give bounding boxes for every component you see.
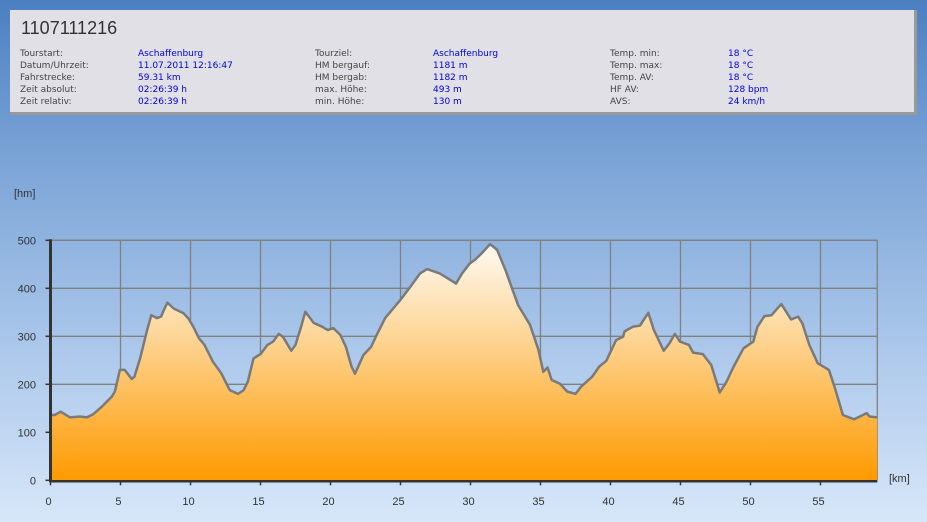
x-tick-label: 45 <box>672 496 684 508</box>
info-label: Tourstart: <box>20 49 63 59</box>
info-value: 128 bpm <box>728 85 769 95</box>
info-value: 02:26:39 h <box>138 97 187 107</box>
info-value: 18 °C <box>728 61 754 71</box>
info-value: 59.31 km <box>138 73 181 83</box>
info-label: Zeit absolut: <box>20 85 77 95</box>
x-tick-label: 35 <box>532 496 544 508</box>
x-tick-label: 10 <box>182 496 194 508</box>
tour-title: 1107111216 <box>21 18 118 38</box>
info-value: Aschaffenburg <box>433 49 499 59</box>
info-value: 02:26:39 h <box>138 85 187 95</box>
info-label: HM bergab: <box>315 73 368 83</box>
info-label: Tourziel: <box>315 49 353 59</box>
info-label: Temp. AV: <box>610 73 654 83</box>
x-tick-label: 55 <box>812 496 824 508</box>
info-value: 24 km/h <box>728 97 766 107</box>
elevation-area <box>50 244 878 481</box>
info-value: 1181 m <box>433 61 468 71</box>
info-label: max. Höhe: <box>315 85 367 95</box>
info-value: 493 m <box>433 85 462 95</box>
y-axis-label: [hm] <box>14 188 35 200</box>
info-label: Datum/Uhrzeit: <box>20 61 89 71</box>
info-value: Aschaffenburg <box>138 49 204 59</box>
info-value: 11.07.2011 12:16:47 <box>138 61 233 71</box>
elevation-line <box>50 242 878 421</box>
y-tick-label: 500 <box>18 235 36 247</box>
x-axis-label: [km] <box>889 473 910 485</box>
y-tick-label: 100 <box>18 427 36 439</box>
info-label: HM bergauf: <box>315 61 370 71</box>
x-tick-label: 20 <box>322 496 334 508</box>
info-value: 18 °C <box>728 49 754 59</box>
x-tick-label: 50 <box>742 496 754 508</box>
y-tick-label: 0 <box>30 475 36 487</box>
x-tick-label: 15 <box>252 496 264 508</box>
y-tick-label: 400 <box>18 283 36 295</box>
x-tick-label: 5 <box>115 496 121 508</box>
info-value: 1182 m <box>433 73 468 83</box>
y-tick-label: 300 <box>18 331 36 343</box>
x-tick-label: 30 <box>462 496 474 508</box>
info-label: Temp. max: <box>610 61 663 71</box>
y-tick-label: 200 <box>18 379 36 391</box>
x-tick-label: 25 <box>392 496 404 508</box>
info-label: min. Höhe: <box>315 97 365 107</box>
x-tick-label: 40 <box>602 496 614 508</box>
info-label: Fahrstrecke: <box>20 73 75 83</box>
info-value: 18 °C <box>728 73 754 83</box>
info-label: Temp. min: <box>610 49 660 59</box>
x-tick-label: 0 <box>45 496 51 508</box>
tour-info-panel: 1107111216 Tourstart: Aschaffenburg Datum/… <box>10 10 917 115</box>
info-value: 130 m <box>433 97 462 107</box>
info-label: Zeit relativ: <box>20 97 72 107</box>
info-label: HF AV: <box>610 85 639 95</box>
info-label: AVS: <box>610 97 631 107</box>
